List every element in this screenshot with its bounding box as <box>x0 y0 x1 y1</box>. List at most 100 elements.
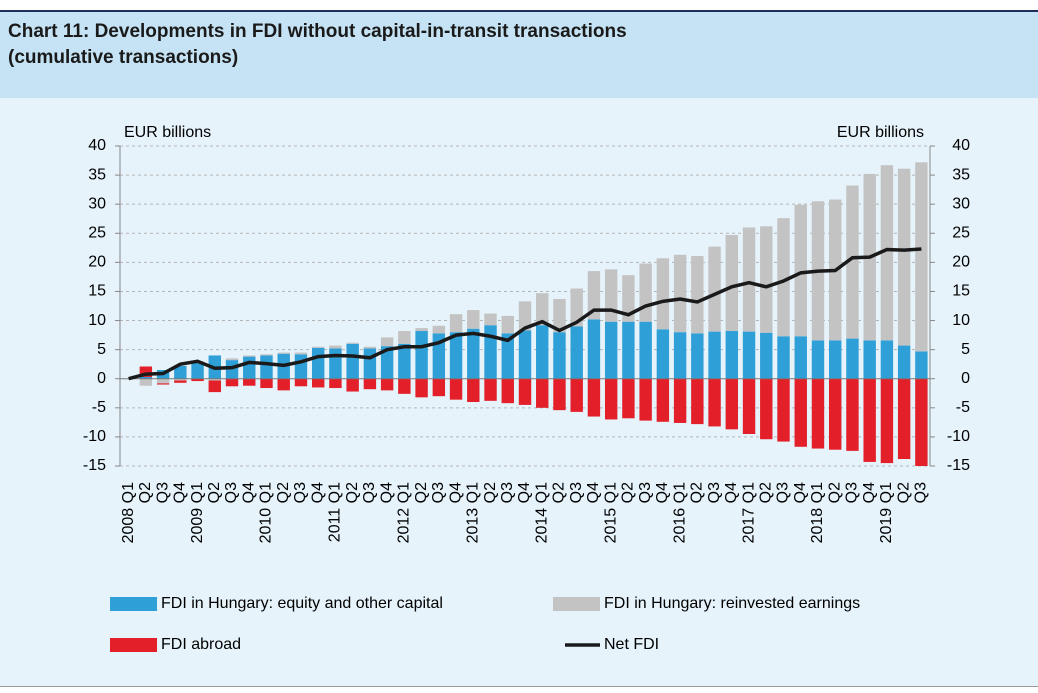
bar <box>277 352 290 354</box>
bar <box>294 354 308 379</box>
bar <box>846 185 859 339</box>
y-tick-label: 35 <box>88 166 106 183</box>
bar <box>673 254 687 333</box>
bar <box>742 378 756 434</box>
x-tick-label: Q3 <box>775 482 792 503</box>
x-tick-label: Q4 <box>723 482 740 503</box>
bar <box>708 246 721 332</box>
bar <box>380 337 394 347</box>
legend-swatch <box>110 638 157 652</box>
bar <box>415 328 428 332</box>
x-tick-label: Q3 <box>913 482 930 503</box>
bar <box>449 332 463 379</box>
bar <box>449 378 463 400</box>
y-tick-label: 30 <box>88 195 106 212</box>
bar <box>760 226 773 333</box>
x-tick-label: Q2 <box>895 482 912 503</box>
x-tick-label: Q3 <box>430 482 447 503</box>
bar <box>777 378 790 442</box>
x-tick-label: Q2 <box>757 482 774 503</box>
bar <box>156 383 170 385</box>
bar <box>398 331 411 344</box>
bar <box>208 378 221 381</box>
x-tick-label: 2015 Q1 <box>602 482 619 543</box>
bar <box>604 378 618 420</box>
bar <box>174 378 187 381</box>
bar <box>225 378 239 387</box>
y2-tick-label: 5 <box>961 341 970 358</box>
y-tick-label: 0 <box>97 370 106 387</box>
bar <box>329 348 342 379</box>
y2-axis-label: EUR billions <box>837 124 924 141</box>
bar <box>449 314 463 333</box>
bar <box>432 325 446 334</box>
bar <box>536 378 549 408</box>
y2-tick-label: -15 <box>947 457 970 474</box>
x-tick-label: Q2 <box>551 482 568 503</box>
bar <box>553 299 566 333</box>
bar <box>570 378 583 412</box>
bar <box>725 331 739 379</box>
bar <box>880 165 894 341</box>
x-tick-label: Q2 <box>620 482 637 503</box>
x-tick-label: Q3 <box>706 482 723 503</box>
bar <box>484 313 497 326</box>
bar <box>346 343 359 379</box>
x-tick-label: Q3 <box>568 482 585 503</box>
x-tick-label: Q3 <box>844 482 861 503</box>
bar <box>467 328 480 379</box>
bar <box>518 330 532 379</box>
y2-tick-label: 30 <box>952 195 970 212</box>
x-tick-label: Q4 <box>447 482 464 503</box>
bar <box>639 263 652 322</box>
line <box>128 247 922 381</box>
bar <box>863 378 876 462</box>
bar <box>639 378 652 421</box>
y2-tick-label: 25 <box>952 224 970 241</box>
bar <box>432 378 446 397</box>
y-tick-label: -15 <box>83 457 106 474</box>
bar <box>380 346 394 379</box>
bar <box>467 310 480 329</box>
x-tick-label: 2014 Q1 <box>533 482 550 543</box>
y2-tick-label: -10 <box>947 428 970 445</box>
legend-label: FDI abroad <box>161 636 241 653</box>
bar <box>915 378 928 466</box>
x-tick-label: 2013 Q1 <box>465 482 482 543</box>
y2-tick-label: 10 <box>952 312 970 329</box>
bar <box>311 347 325 379</box>
bar <box>467 378 480 402</box>
x-tick-label: Q2 <box>826 482 843 503</box>
bar <box>777 336 790 379</box>
chart-subtitle: (cumulative transactions) <box>8 47 239 68</box>
x-tick-label: Q2 <box>482 482 499 503</box>
x-tick-label: Q2 <box>137 482 154 503</box>
bar <box>191 362 204 379</box>
y-tick-label: 5 <box>97 341 106 358</box>
bar <box>553 332 566 379</box>
bar <box>897 168 911 346</box>
bar <box>863 340 876 379</box>
x-tick-label: Q4 <box>240 482 257 503</box>
legend-swatch <box>110 597 157 611</box>
bar <box>829 378 842 450</box>
bar <box>846 378 859 451</box>
bar <box>691 333 704 379</box>
bar <box>363 378 377 390</box>
x-tick-label: 2008 Q1 <box>120 482 137 543</box>
x-tick-label: Q4 <box>172 482 189 503</box>
bar <box>415 378 428 398</box>
bar <box>656 378 670 422</box>
bar <box>501 333 514 379</box>
bar <box>518 301 532 331</box>
bar <box>691 378 704 425</box>
y-tick-label: 20 <box>88 254 106 271</box>
bar <box>501 378 514 404</box>
bar <box>880 378 894 464</box>
chart-title: Chart 11: Developments in FDI without ca… <box>8 21 627 42</box>
bar <box>294 378 308 387</box>
bar <box>139 366 153 377</box>
bar <box>656 258 670 330</box>
bar <box>260 354 273 356</box>
bar <box>570 288 583 327</box>
